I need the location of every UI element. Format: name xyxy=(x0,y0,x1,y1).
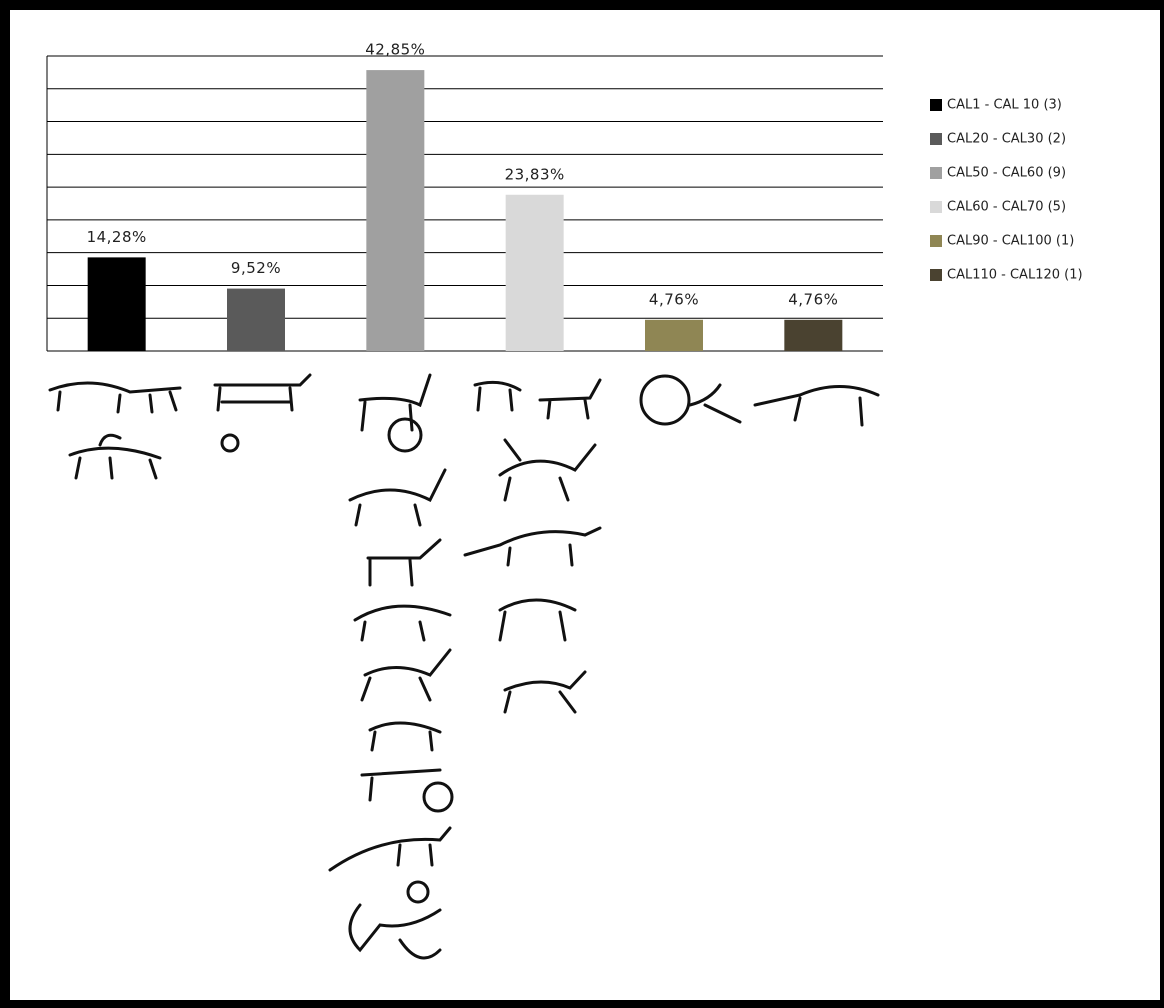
legend-swatch xyxy=(930,269,942,281)
legend-swatch xyxy=(930,235,942,247)
petroglyphs xyxy=(48,373,880,960)
petroglyph xyxy=(406,880,430,904)
value-label: 4,76% xyxy=(788,290,838,308)
value-label: 14,28% xyxy=(87,228,147,246)
petroglyph xyxy=(68,433,162,480)
bar xyxy=(505,194,564,351)
petroglyph xyxy=(348,903,442,960)
petroglyph xyxy=(348,468,447,527)
petroglyph xyxy=(498,598,577,642)
legend-swatch xyxy=(930,201,942,213)
legend-label: CAL90 - CAL100 (1) xyxy=(947,234,1074,249)
petroglyph xyxy=(753,385,880,427)
bar xyxy=(366,70,425,351)
petroglyph xyxy=(688,383,742,424)
legend-label: CAL110 - CAL120 (1) xyxy=(947,268,1083,283)
value-label: 23,83% xyxy=(505,165,565,183)
petroglyph xyxy=(366,538,442,587)
petroglyph xyxy=(422,781,454,813)
legend-label: CAL1 - CAL 10 (3) xyxy=(947,98,1062,113)
legend-label: CAL60 - CAL70 (5) xyxy=(947,200,1066,215)
petroglyph xyxy=(213,373,312,412)
bar xyxy=(227,288,285,351)
bar xyxy=(645,319,703,351)
petroglyph xyxy=(360,768,442,802)
petroglyph xyxy=(368,721,442,752)
bar xyxy=(784,319,843,351)
petroglyph xyxy=(387,417,423,453)
legend-swatch xyxy=(930,99,942,111)
value-label: 42,85% xyxy=(365,41,425,59)
petroglyph xyxy=(48,381,182,414)
value-label: 4,76% xyxy=(649,290,699,308)
legend-swatch xyxy=(930,167,942,179)
legend-swatch xyxy=(930,133,942,145)
petroglyph xyxy=(639,374,691,426)
petroglyph xyxy=(353,604,452,642)
petroglyph xyxy=(360,648,452,702)
legend-label: CAL20 - CAL30 (2) xyxy=(947,132,1066,147)
petroglyph xyxy=(220,433,240,453)
value-label: 9,52% xyxy=(231,259,281,277)
petroglyph xyxy=(503,670,587,714)
petroglyph xyxy=(463,526,602,567)
petroglyph xyxy=(358,373,432,432)
legend-label: CAL50 - CAL60 (9) xyxy=(947,166,1066,181)
petroglyph xyxy=(498,438,597,502)
petroglyph xyxy=(473,378,602,420)
bar xyxy=(87,257,146,351)
petroglyph xyxy=(328,826,452,872)
